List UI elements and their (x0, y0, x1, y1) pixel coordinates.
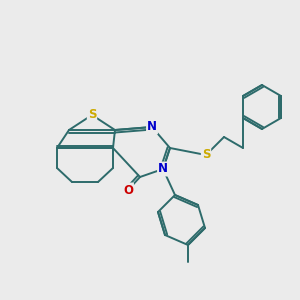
Text: S: S (202, 148, 210, 161)
Text: N: N (147, 121, 157, 134)
Text: N: N (158, 163, 168, 176)
Text: O: O (123, 184, 133, 196)
Text: S: S (88, 109, 96, 122)
